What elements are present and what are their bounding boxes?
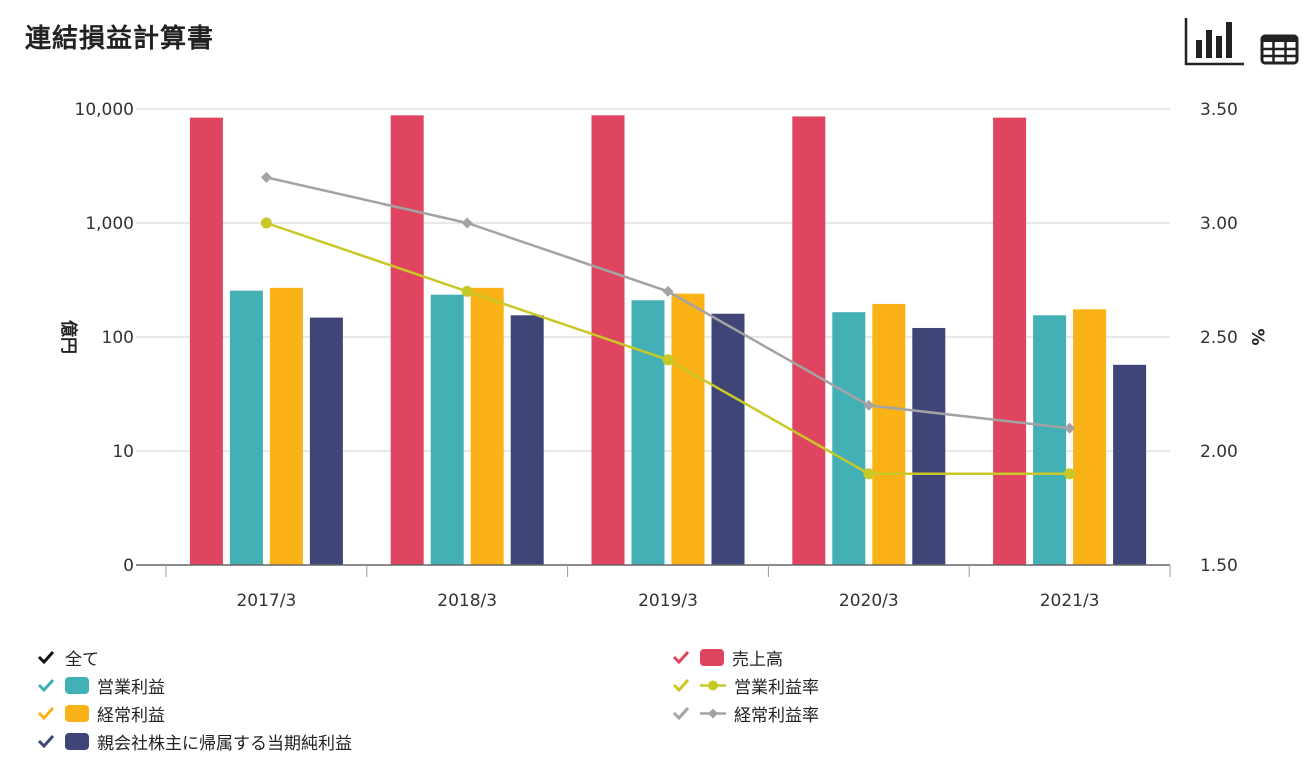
x-tick-label: 2018/3 xyxy=(437,591,497,611)
view-toolbar xyxy=(1184,18,1300,70)
y-right-tick-label: 2.00 xyxy=(1200,442,1238,462)
y-left-tick-label: 10 xyxy=(112,442,134,462)
chart-canvas: 0 10 100 1,000 10,000 1.50 2.00 2.50 3.00 3.50 億円%… xyxy=(58,100,1267,611)
bar-sales xyxy=(390,115,424,565)
legend-label-all: 全て xyxy=(65,649,99,670)
operating-margin-line xyxy=(265,221,1070,476)
check-icon xyxy=(35,706,57,720)
legend-item-operating-margin[interactable]: 営業利益率 xyxy=(670,672,819,698)
bar-operating-profit xyxy=(1033,315,1067,565)
legend-item-sales[interactable]: 売上高 xyxy=(670,644,783,670)
legend-item-all[interactable]: 全て xyxy=(35,644,99,670)
legend-label: 売上高 xyxy=(732,649,783,670)
legend-label: 経常利益率 xyxy=(734,705,819,726)
legend: 全て 売上高営業利益 営業利益率経常利益 経常利益率親会社株主に帰属する当期純利益 xyxy=(0,640,1314,762)
legend-label: 親会社株主に帰属する当期純利益 xyxy=(97,733,352,754)
ordinary-margin-point xyxy=(260,171,272,183)
y-left-tick-label: 100 xyxy=(102,328,134,348)
bar-sales xyxy=(189,117,223,565)
table-icon[interactable] xyxy=(1260,32,1300,70)
bar-chart-icon[interactable] xyxy=(1184,18,1246,70)
bar-ordinary-profit xyxy=(470,287,504,565)
ordinary-margin-point xyxy=(863,399,875,411)
legend-item-ordinary-profit[interactable]: 経常利益 xyxy=(35,700,165,726)
chart-title: 連結損益計算書 xyxy=(25,24,215,54)
operating-margin-point xyxy=(1064,468,1076,480)
y-left-tick-label: 0 xyxy=(123,556,134,576)
legend-swatch xyxy=(65,732,89,750)
x-tick-label: 2020/3 xyxy=(839,591,899,611)
bar-ordinary-profit xyxy=(671,293,705,565)
operating-margin-point xyxy=(863,468,875,480)
bar-sales xyxy=(993,117,1027,565)
y-left-tick-label: 10,000 xyxy=(75,100,134,120)
bar-sales xyxy=(792,116,826,566)
legend-label: 営業利益率 xyxy=(734,677,819,698)
check-icon xyxy=(670,650,692,664)
y-left-axis-title: 億円 xyxy=(58,320,79,354)
legend-label: 営業利益 xyxy=(97,677,165,698)
check-icon xyxy=(35,678,57,692)
legend-swatch xyxy=(700,648,724,666)
operating-margin-point xyxy=(260,217,272,229)
check-icon xyxy=(670,678,692,692)
x-tick-label: 2017/3 xyxy=(236,591,296,611)
y-right-tick-label: 2.50 xyxy=(1200,328,1238,348)
legend-line-swatch xyxy=(700,677,726,694)
bar-net-profit xyxy=(510,315,544,565)
bar-operating-profit xyxy=(229,290,263,565)
y-right-tick-label: 1.50 xyxy=(1200,556,1238,576)
bar-net-profit xyxy=(309,317,343,565)
check-icon xyxy=(35,734,57,748)
ordinary-margin-line xyxy=(266,176,1070,430)
ordinary-margin-point xyxy=(1064,422,1076,434)
operating-margin-point xyxy=(461,285,473,297)
legend-item-operating-profit[interactable]: 営業利益 xyxy=(35,672,165,698)
bar-ordinary-profit xyxy=(872,303,906,565)
ordinary-margin-point xyxy=(461,217,473,229)
ordinary-margin-point xyxy=(662,285,674,297)
bar-ordinary-profit xyxy=(269,287,303,565)
y-left-tick-label: 1,000 xyxy=(85,214,134,234)
bar-ordinary-profit xyxy=(1073,309,1107,565)
y-right-axis-title: % xyxy=(1247,328,1267,345)
legend-item-ordinary-margin[interactable]: 経常利益率 xyxy=(670,700,819,726)
bar-operating-profit xyxy=(631,300,665,565)
check-icon xyxy=(670,706,692,720)
x-tick-label: 2021/3 xyxy=(1040,591,1100,611)
check-icon xyxy=(35,650,57,664)
operating-margin-point xyxy=(662,354,674,366)
legend-swatch xyxy=(65,676,89,694)
y-right-tick-label: 3.50 xyxy=(1200,100,1238,120)
bar-net-profit xyxy=(912,327,946,565)
legend-line-swatch xyxy=(700,705,726,722)
bar-operating-profit xyxy=(832,312,866,565)
y-right-tick-label: 3.00 xyxy=(1200,214,1238,234)
bar-net-profit xyxy=(711,313,745,565)
legend-label: 経常利益 xyxy=(97,705,165,726)
legend-swatch xyxy=(65,704,89,722)
x-tick-label: 2019/3 xyxy=(638,591,698,611)
bar-operating-profit xyxy=(430,294,464,565)
legend-item-net-profit[interactable]: 親会社株主に帰属する当期純利益 xyxy=(35,728,352,754)
bar-net-profit xyxy=(1113,364,1147,565)
